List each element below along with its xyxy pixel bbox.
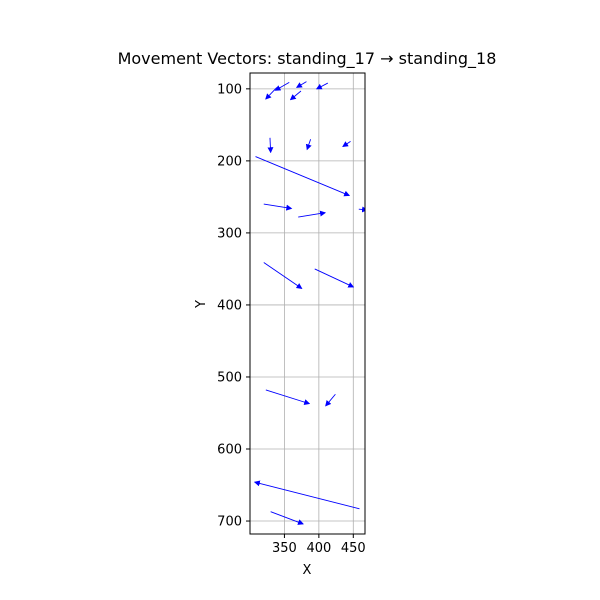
y-tick-label: 200 [217,154,242,169]
x-tick-label: 400 [306,541,331,556]
movement-vector [274,81,290,91]
movement-vector [263,262,303,289]
y-tick-label: 400 [217,298,242,313]
movement-vector [270,511,304,525]
movement-vector [263,203,293,211]
x-axis-label: X [303,563,312,578]
y-axis-label: Y [194,300,209,309]
movement-vector [315,82,329,90]
ticks: 350 400 450 100 200 300 400 500 600 700 [217,82,366,556]
movement-vector [358,206,365,213]
plot-area [250,73,365,534]
movement-vector [255,156,351,197]
y-tick-label: 700 [217,515,242,530]
movement-vector [325,393,336,407]
movement-vector [265,389,311,405]
movement-vector [289,90,302,101]
movement-vector [298,210,327,218]
movement-vector [305,139,312,151]
movement-vector [314,268,355,288]
movement-vector [295,81,307,88]
y-tick-label: 100 [217,82,242,97]
y-tick-label: 500 [217,370,242,385]
movement-vector [342,141,351,148]
y-tick-label: 300 [217,226,242,241]
y-tick-label: 600 [217,443,242,458]
chart-title: Movement Vectors: standing_17 → standing… [118,49,497,69]
movement-vector [253,480,360,510]
x-tick-label: 450 [341,541,366,556]
grid [250,73,365,534]
x-tick-label: 350 [272,541,297,556]
vector-layer [253,81,365,525]
movement-vector [267,137,274,154]
plot-frame [249,72,366,535]
